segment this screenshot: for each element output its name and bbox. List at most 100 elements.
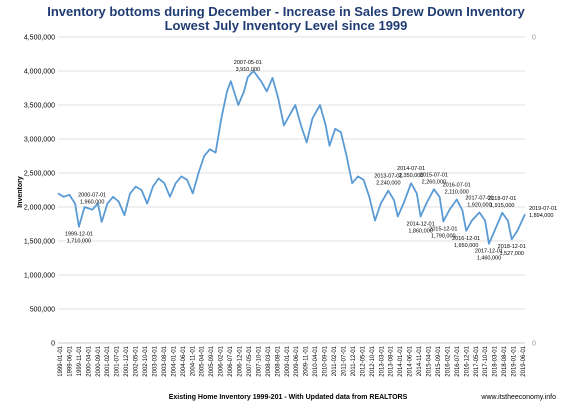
annotation-date: 2015-12-01 [429,226,457,232]
x-axis-ticks: 1999-01-01 1999-06-01 1999-11-01 2000-04-01… [58,345,527,376]
x-tick-label: 2014-01-01 [398,345,404,376]
x-tick-label: 2007-05-01 [247,345,253,376]
right-axis-label: 0 [532,35,536,42]
x-tick-label: 2019-01-01 [512,345,518,376]
x-tick-label: 2008-03-01 [266,345,272,376]
y-tick-label: 500,000 [30,307,55,314]
x-tick-label: 2010-04-01 [313,345,319,376]
annotation-value: 3,910,000 [236,67,260,73]
annotation-value: 1,650,000 [454,243,478,249]
x-tick-label: 2001-12-01 [124,345,130,376]
x-tick-label: 2017-10-01 [483,345,489,376]
annotation-date: 2013-07-01 [374,174,402,180]
source-label: www.itstheeconomy.info [480,394,556,401]
x-tick-label: 2006-07-01 [228,345,234,376]
x-tick-label: 2008-08-01 [275,345,281,376]
x-tick-label: 1999-01-01 [58,345,64,376]
annotation-date: 2014-12-01 [407,222,435,228]
x-tick-label: 2014-11-01 [417,345,423,376]
x-tick-label: 2006-12-01 [238,345,244,376]
y-axis-ticks: 0 500,000 1,000,000 1,500,000 2,000,000 2,500… [24,35,55,348]
annotation-value: 2,260,000 [422,179,446,185]
x-tick-label: 2012-10-01 [370,345,376,376]
x-axis-label: Existing Home Inventory 1999-201 - With … [169,394,408,401]
y-tick-label: 3,000,000 [24,137,55,144]
annotation-date: 2016-12-01 [452,236,480,242]
x-tick-label: 2004-01-01 [171,345,177,376]
x-tick-label: 2006-02-01 [219,345,225,376]
annotation-date: 2015-07-01 [420,172,448,178]
x-tick-label: 2015-04-01 [427,345,433,376]
annotation-value: 1,920,000 [467,202,491,208]
x-tick-label: 2003-03-01 [152,345,158,376]
x-tick-label: 2018-03-01 [493,345,499,376]
gridlines [58,36,525,344]
annotation-date: 2019-07-01 [529,206,557,212]
annotation-value: 2,350,000 [399,173,423,179]
x-tick-label: 2009-06-01 [294,345,300,376]
x-tick-label: 1999-11-01 [77,345,83,376]
annotation-value: 1,527,000 [499,251,523,257]
y-tick-label: 1,000,000 [24,273,55,280]
annotation-value: 1,710,000 [67,239,91,245]
annotation-date: 2014-07-01 [397,166,425,172]
x-tick-label: 2000-09-01 [96,345,102,376]
annotation-value: 2,240,000 [376,181,400,187]
x-tick-label: 2018-08-01 [502,345,508,376]
x-tick-label: 2017-05-01 [474,345,480,376]
annotation-value: 1,860,000 [408,229,432,235]
x-tick-label: 2012-05-01 [360,345,366,376]
x-tick-label: 2007-10-01 [256,345,262,376]
y-tick-label: 2,500,000 [24,171,55,178]
x-tick-label: 2015-09-01 [436,345,442,376]
annotation-value: 1,460,000 [477,256,501,262]
right-axis-label: 0 [532,341,536,348]
annotation-date: 2017-07-01 [465,195,493,201]
x-tick-label: 2004-11-01 [190,345,196,376]
x-tick-label: 2016-07-01 [455,345,461,376]
y-tick-label: 4,000,000 [24,69,55,76]
annotation-date: 2017-12-01 [475,249,503,255]
chart-subtitle: Lowest July Inventory Level since 1999 [165,18,408,33]
x-tick-label: 2000-04-01 [86,345,92,376]
x-tick-label: 2016-12-01 [464,345,470,376]
x-tick-label: 2004-06-01 [181,345,187,376]
annotation-date: 2018-12-01 [498,244,526,250]
annotation-value: 1,915,000 [490,203,514,209]
annotation-date: 1999-12-01 [65,232,93,238]
y-tick-label: 2,000,000 [24,205,55,212]
x-tick-label: 2001-07-01 [115,345,121,376]
x-tick-label: 2013-03-01 [379,345,385,376]
annotation-date: 2000-07-01 [78,193,106,199]
y-tick-label: 4,500,000 [24,35,55,42]
right-axis-ticks: 00 [532,35,536,348]
annotation-value: 1,790,000 [431,233,455,239]
x-tick-label: 2011-02-01 [332,345,338,376]
x-tick-label: 2002-05-01 [134,345,140,376]
chart-title: Inventory bottoms during December - Incr… [47,4,525,19]
x-tick-label: 2009-11-01 [304,345,310,376]
inventory-series-line [57,70,526,245]
series-lines [57,70,526,245]
x-tick-label: 2016-02-01 [445,345,451,376]
y-axis-label: Inventory [17,176,24,208]
annotation-date: 2018-07-01 [488,196,516,202]
x-tick-label: 2001-02-01 [105,345,111,376]
x-tick-label: 2011-07-01 [341,345,347,376]
x-tick-label: 2005-04-01 [200,345,206,376]
x-tick-label: 2003-08-01 [162,345,168,376]
y-tick-label: 1,500,000 [24,239,55,246]
x-tick-label: 2013-08-01 [389,345,395,376]
x-tick-label: 2019-06-01 [521,345,527,376]
annotation-value: 2,110,000 [445,190,469,196]
x-tick-label: 2011-12-01 [351,345,357,376]
x-tick-label: 1999-06-01 [67,345,73,376]
x-tick-label: 2009-01-01 [285,345,291,376]
annotation-value: 1,894,000 [529,213,553,219]
annotation-date: 2007-05-01 [234,60,262,66]
data-annotations: 1999-12-011,710,000 2000-07-011,960,000 20… [65,60,557,262]
x-tick-label: 2010-09-01 [323,345,329,376]
y-tick-label: 3,500,000 [24,103,55,110]
x-tick-label: 2014-06-01 [408,345,414,376]
